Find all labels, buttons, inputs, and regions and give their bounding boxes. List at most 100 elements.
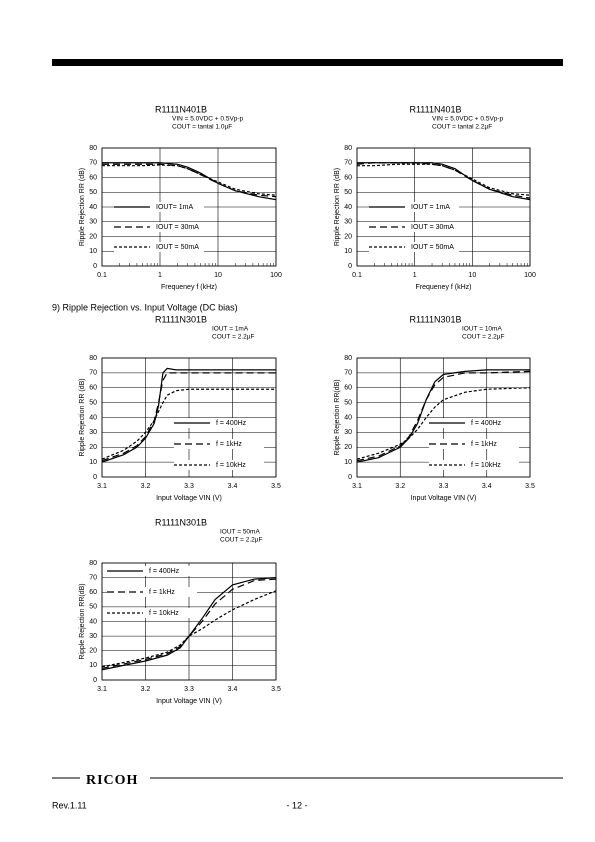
y-tick-label: 0 <box>93 677 97 684</box>
x-tick-label: 10 <box>214 272 222 279</box>
y-tick-label: 20 <box>89 444 97 451</box>
y-tick-label: 50 <box>89 399 97 406</box>
x-tick-label: 3.3 <box>184 686 194 693</box>
y-tick-label: 50 <box>344 399 352 406</box>
y-tick-label: 30 <box>344 429 352 436</box>
legend-label: IOUT = 1mA <box>411 204 450 211</box>
y-axis-label: Ripple Rejection RR (dB) <box>79 378 86 456</box>
y-tick-label: 60 <box>89 589 97 596</box>
data-line <box>101 578 277 669</box>
legend-label: f = 1kHz <box>216 441 242 448</box>
y-tick-label: 60 <box>89 385 97 392</box>
x-tick-label: 1 <box>413 272 417 279</box>
y-tick-label: 0 <box>348 263 352 270</box>
legend-backdrop <box>114 202 204 212</box>
y-tick-label: 30 <box>344 219 352 226</box>
x-axis-label: Frequeney f (kHz) <box>415 284 471 291</box>
y-tick-label: 50 <box>89 604 97 611</box>
x-tick-label: 3.5 <box>271 483 281 490</box>
legend-backdrop <box>114 242 204 252</box>
x-tick-label: 3.4 <box>228 483 238 490</box>
y-tick-label: 80 <box>344 145 352 152</box>
plot-frame <box>356 357 531 478</box>
x-tick-label: 0.1 <box>352 272 362 279</box>
legend-backdrop <box>369 222 459 232</box>
legend-backdrop <box>369 202 459 212</box>
chart-title: R1111N401B <box>409 104 461 114</box>
y-tick-label: 70 <box>344 370 352 377</box>
data-line <box>102 163 277 198</box>
chart-condition: VIN = 5.0VDC + 0.5Vp-p <box>432 116 504 123</box>
y-tick-label: 70 <box>89 160 97 167</box>
chart-condition: COUT = tantal 2.2µF <box>432 124 492 131</box>
y-tick-label: 20 <box>89 648 97 655</box>
legend-label: f = 1kHz <box>471 441 497 448</box>
data-line <box>357 163 531 196</box>
header-bar <box>52 59 563 66</box>
x-tick-label: 3.2 <box>141 483 151 490</box>
x-tick-label: 10 <box>468 272 476 279</box>
y-tick-label: 80 <box>89 355 97 362</box>
legend-backdrop <box>107 587 197 597</box>
x-axis-label: Input Voltage VIN (V) <box>156 495 222 502</box>
y-tick-label: 40 <box>344 414 352 421</box>
y-tick-label: 60 <box>344 385 352 392</box>
data-line <box>101 372 276 462</box>
y-tick-label: 80 <box>89 145 97 152</box>
chart-title: R1111N401B <box>155 104 207 114</box>
x-tick-label: 0.1 <box>97 272 107 279</box>
y-tick-label: 70 <box>89 370 97 377</box>
data-line <box>357 162 531 201</box>
chart-condition: IOUT = 1mA <box>212 326 249 333</box>
y-tick-label: 40 <box>344 204 352 211</box>
legend-label: IOUT= 1mA <box>156 204 193 211</box>
legend-label: f = 400Hz <box>216 420 247 427</box>
chart-condition: COUT = 2.2µF <box>462 334 504 341</box>
x-tick-label: 3.1 <box>352 483 362 490</box>
data-line <box>101 590 277 668</box>
y-tick-label: 0 <box>93 263 97 270</box>
legend-backdrop <box>429 460 519 470</box>
y-tick-label: 0 <box>93 474 97 481</box>
revision: Rev.1.11 <box>52 800 87 810</box>
chart-condition: COUT = 2.2µF <box>212 334 254 341</box>
x-tick-label: 100 <box>270 272 282 279</box>
legend-backdrop <box>107 566 197 576</box>
x-axis-label: Input Voltage VIN (V) <box>411 495 477 502</box>
chart-title: R1111N301B <box>409 314 461 324</box>
legend-label: f = 400Hz <box>471 420 502 427</box>
plot-frame <box>101 562 277 681</box>
x-tick-label: 3.2 <box>141 686 151 693</box>
legend-backdrop <box>429 439 519 449</box>
chart-condition: COUT = tantal 1.0µF <box>172 124 232 131</box>
legend-label: f = 10kHz <box>216 462 246 469</box>
x-tick-label: 3.3 <box>184 483 194 490</box>
legend-backdrop <box>174 439 264 449</box>
y-axis-label: Ripple Rejection RR (dB) <box>334 168 341 246</box>
chart-condition: COUT = 2.2µF <box>220 537 262 544</box>
y-tick-label: 40 <box>89 414 97 421</box>
data-line <box>102 162 277 201</box>
y-tick-label: 20 <box>89 233 97 240</box>
y-tick-label: 10 <box>89 662 97 669</box>
y-tick-label: 30 <box>89 633 97 640</box>
x-tick-label: 3.1 <box>97 686 107 693</box>
chart-condition: VIN = 5.0VDC + 0.5Vp-p <box>172 116 244 123</box>
x-axis-label: Frequeney f (kHz) <box>161 284 217 291</box>
y-tick-label: 40 <box>89 618 97 625</box>
legend-backdrop <box>114 222 204 232</box>
chart-condition: IOUT = 50mA <box>220 529 260 536</box>
plot-frame <box>101 357 277 478</box>
x-tick-label: 100 <box>524 272 536 279</box>
x-tick-label: 3.2 <box>395 483 405 490</box>
y-axis-label: Ripple Rejection RR(dB) <box>334 379 341 455</box>
legend-label: f = 400Hz <box>149 568 180 575</box>
y-tick-label: 50 <box>89 189 97 196</box>
legend-backdrop <box>174 460 264 470</box>
y-tick-label: 10 <box>344 459 352 466</box>
chart-condition: IOUT = 10mA <box>462 326 502 333</box>
y-tick-label: 10 <box>344 248 352 255</box>
y-tick-label: 30 <box>89 219 97 226</box>
legend-label: IOUT = 50mA <box>156 244 199 251</box>
